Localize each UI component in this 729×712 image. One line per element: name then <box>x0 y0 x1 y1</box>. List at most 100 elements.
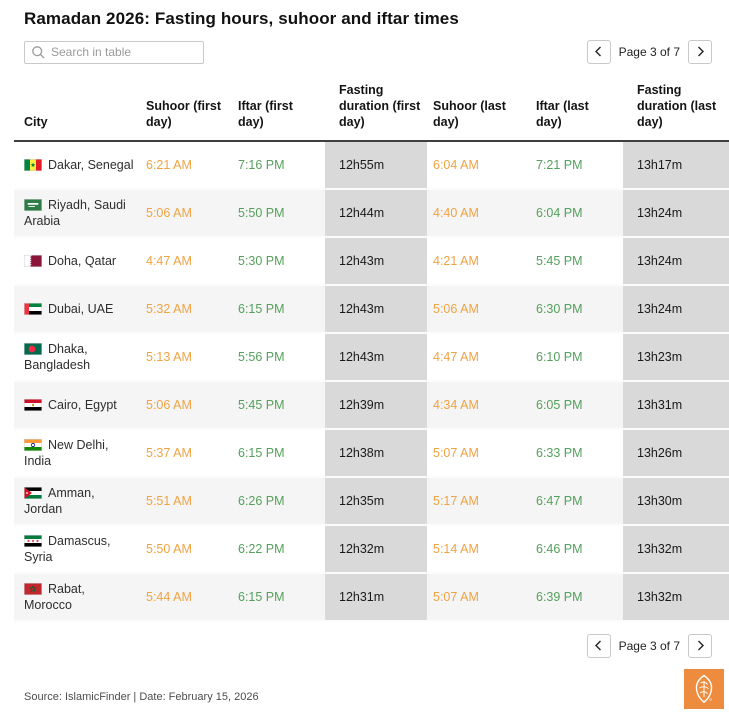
duration-last-cell: 13h32m <box>623 526 729 574</box>
suhoor-first-cell: 5:32 AM <box>140 286 232 334</box>
flag-uae-icon <box>24 302 48 316</box>
city-cell: Rabat, Morocco <box>14 574 140 622</box>
suhoor-first-cell: 5:50 AM <box>140 526 232 574</box>
suhoor-last-cell: 5:14 AM <box>427 526 530 574</box>
flag-egypt-icon <box>24 398 48 412</box>
suhoor-first-cell: 5:37 AM <box>140 430 232 478</box>
duration-first-cell: 12h43m <box>325 286 427 334</box>
top-pagination: Page 3 of 7 <box>586 40 712 64</box>
iftar-last-cell: 6:10 PM <box>530 334 623 382</box>
bottom-pagination-row: Page 3 of 7 <box>0 634 712 658</box>
city-cell: Riyadh, Saudi Arabia <box>14 190 140 238</box>
table-row: Cairo, Egypt 5:06 AM 5:45 PM 12h39m 4:34 AM 6… <box>14 382 729 430</box>
iftar-last-cell: 7:21 PM <box>530 142 623 190</box>
iftar-last-cell: 5:45 PM <box>530 238 623 286</box>
iftar-first-cell: 5:56 PM <box>232 334 325 382</box>
table-row: Riyadh, Saudi Arabia 5:06 AM 5:50 PM 12h44m… <box>14 190 729 238</box>
header-iftar-last: Iftar (last day) <box>530 70 623 142</box>
duration-last-cell: 13h24m <box>623 190 729 238</box>
city-label: Doha, Qatar <box>48 254 117 268</box>
duration-first-cell: 12h32m <box>325 526 427 574</box>
city-cell: Doha, Qatar <box>14 238 140 286</box>
city-label: Dakar, Senegal <box>48 158 134 172</box>
city-cell: Damascus, Syria <box>14 526 140 574</box>
al-jazeera-logo <box>684 669 724 709</box>
header-iftar-first: Iftar (first day) <box>232 70 325 142</box>
suhoor-last-cell: 4:34 AM <box>427 382 530 430</box>
page-title: Ramadan 2026: Fasting hours, suhoor and … <box>24 9 459 28</box>
chevron-right-icon <box>696 45 705 60</box>
iftar-first-cell: 5:30 PM <box>232 238 325 286</box>
duration-last-cell: 13h17m <box>623 142 729 190</box>
table-row: Dubai, UAE 5:32 AM 6:15 PM 12h43m 5:06 AM 6:3… <box>14 286 729 334</box>
suhoor-first-cell: 4:47 AM <box>140 238 232 286</box>
chevron-right-icon <box>696 639 705 654</box>
table-header-row: City Suhoor (first day) Iftar (first day… <box>14 70 729 142</box>
suhoor-last-cell: 4:40 AM <box>427 190 530 238</box>
duration-last-cell: 13h24m <box>623 238 729 286</box>
prev-page-button-bottom[interactable] <box>586 634 611 658</box>
flag-morocco-icon <box>24 582 48 596</box>
iftar-first-cell: 5:45 PM <box>232 382 325 430</box>
city-label: Dubai, UAE <box>48 302 114 316</box>
duration-first-cell: 12h38m <box>325 430 427 478</box>
duration-first-cell: 12h43m <box>325 238 427 286</box>
table-row: Rabat, Morocco 5:44 AM 6:15 PM 12h31m 5:07 A… <box>14 574 729 622</box>
city-cell: Dubai, UAE <box>14 286 140 334</box>
iftar-last-cell: 6:05 PM <box>530 382 623 430</box>
table-body: Dakar, Senegal 6:21 AM 7:16 PM 12h55m 6:04 A… <box>14 142 729 622</box>
suhoor-last-cell: 6:04 AM <box>427 142 530 190</box>
duration-first-cell: 12h39m <box>325 382 427 430</box>
city-label: New Delhi, India <box>24 438 109 468</box>
city-label: Dhaka, Bangladesh <box>24 342 91 372</box>
iftar-first-cell: 6:26 PM <box>232 478 325 526</box>
iftar-last-cell: 6:47 PM <box>530 478 623 526</box>
header-suhoor-last: Suhoor (last day) <box>427 70 530 142</box>
flag-saudi-icon <box>24 198 48 212</box>
suhoor-last-cell: 5:07 AM <box>427 430 530 478</box>
city-cell: New Delhi, India <box>14 430 140 478</box>
city-label: Rabat, Morocco <box>24 582 85 612</box>
header-city: City <box>14 70 140 142</box>
table-row: Damascus, Syria 5:50 AM 6:22 PM 12h32m 5:14 … <box>14 526 729 574</box>
bottom-pagination: Page 3 of 7 <box>586 634 712 658</box>
suhoor-first-cell: 5:51 AM <box>140 478 232 526</box>
iftar-last-cell: 6:30 PM <box>530 286 623 334</box>
page-indicator: Page 3 of 7 <box>618 45 680 59</box>
iftar-last-cell: 6:46 PM <box>530 526 623 574</box>
header-duration-first: Fasting duration (first day) <box>325 70 427 142</box>
toolbar: Page 3 of 7 <box>24 40 712 64</box>
iftar-first-cell: 6:15 PM <box>232 430 325 478</box>
iftar-last-cell: 6:39 PM <box>530 574 623 622</box>
duration-last-cell: 13h26m <box>623 430 729 478</box>
iftar-last-cell: 6:33 PM <box>530 430 623 478</box>
suhoor-last-cell: 4:47 AM <box>427 334 530 382</box>
duration-last-cell: 13h30m <box>623 478 729 526</box>
iftar-first-cell: 6:15 PM <box>232 286 325 334</box>
suhoor-last-cell: 5:17 AM <box>427 478 530 526</box>
city-label: Damascus, Syria <box>24 534 111 564</box>
table-row: Dhaka, Bangladesh 5:13 AM 5:56 PM 12h43m 4:4… <box>14 334 729 382</box>
next-page-button[interactable] <box>688 40 712 64</box>
flag-qatar-icon <box>24 254 48 268</box>
duration-last-cell: 13h24m <box>623 286 729 334</box>
prev-page-button[interactable] <box>586 40 611 64</box>
flag-jordan-icon <box>24 486 48 500</box>
next-page-button-bottom[interactable] <box>688 634 712 658</box>
duration-first-cell: 12h31m <box>325 574 427 622</box>
search-box <box>24 40 204 64</box>
duration-first-cell: 12h35m <box>325 478 427 526</box>
suhoor-first-cell: 6:21 AM <box>140 142 232 190</box>
suhoor-first-cell: 5:44 AM <box>140 574 232 622</box>
search-input[interactable] <box>24 40 204 64</box>
iftar-first-cell: 6:22 PM <box>232 526 325 574</box>
table-row: Doha, Qatar 4:47 AM 5:30 PM 12h43m 4:21 AM 5:… <box>14 238 729 286</box>
chevron-left-icon <box>594 639 603 654</box>
source-attribution: Source: IslamicFinder | Date: February 1… <box>24 691 259 703</box>
fasting-times-table: City Suhoor (first day) Iftar (first day… <box>14 70 729 622</box>
chevron-left-icon <box>594 45 603 60</box>
city-cell: Cairo, Egypt <box>14 382 140 430</box>
suhoor-last-cell: 5:07 AM <box>427 574 530 622</box>
city-label: Amman, Jordan <box>24 486 95 516</box>
